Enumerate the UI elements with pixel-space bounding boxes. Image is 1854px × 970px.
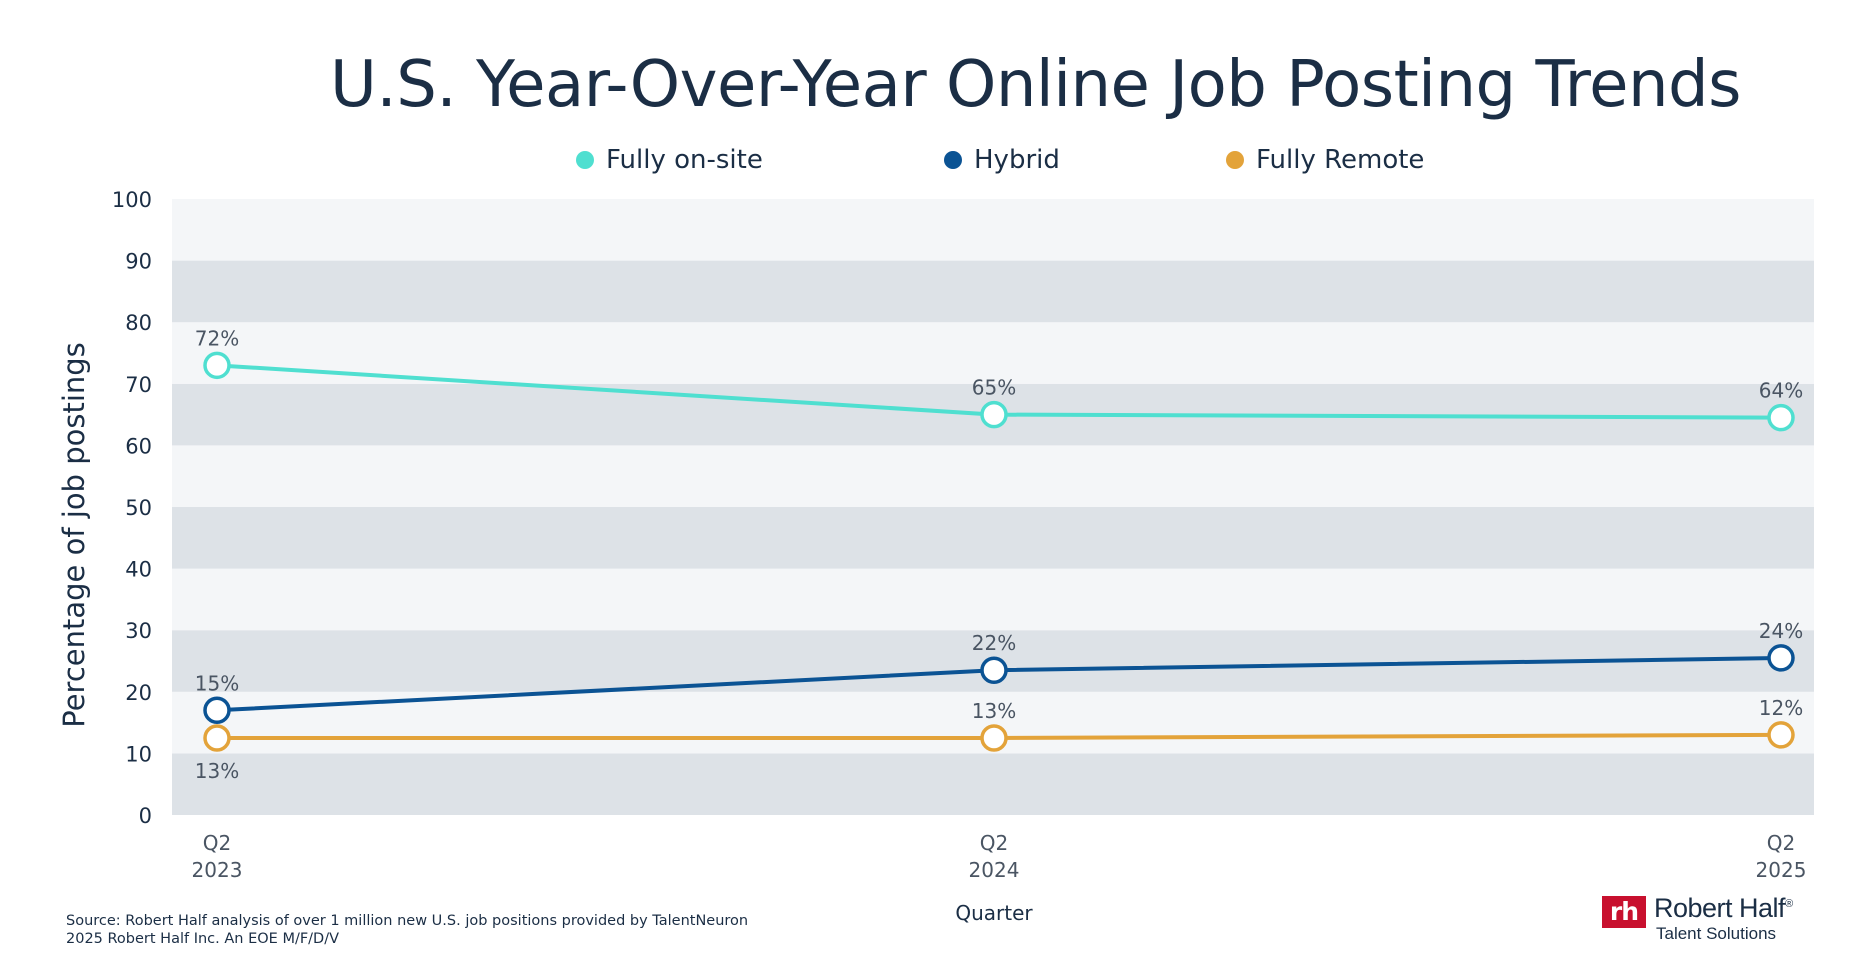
data-point <box>203 696 231 725</box>
data-label: 15% <box>195 671 239 695</box>
data-point <box>980 656 1008 684</box>
data-label: 72% <box>195 326 239 350</box>
data-point <box>1767 403 1795 432</box>
registered-mark: ® <box>1785 898 1793 910</box>
data-label: 22% <box>972 631 1016 655</box>
chart-legend: Fully on-site Hybrid Fully Remote <box>0 145 1854 181</box>
x-tick-label-line: Q2 <box>980 831 1008 855</box>
y-tick-label: 20 <box>125 681 152 705</box>
x-axis-label: Quarter <box>955 901 1033 925</box>
y-tick-label: 50 <box>125 496 152 520</box>
legend-swatch-fully-remote <box>1226 151 1244 169</box>
y-tick-label: 90 <box>125 250 152 274</box>
legend-swatch-fully-on-site <box>576 151 594 169</box>
grid-band <box>172 260 1814 323</box>
x-tick-label-line: Q2 <box>1767 831 1795 855</box>
x-tick-label: Q2 2025 <box>1756 831 1807 882</box>
data-point <box>1767 644 1795 672</box>
grid-band <box>172 322 1814 384</box>
brand-name: Robert Half® <box>1654 893 1793 924</box>
grid-band <box>172 507 1814 569</box>
data-label: 64% <box>1759 379 1803 403</box>
brand-subtitle: Talent Solutions <box>1656 924 1777 943</box>
y-tick-label: 0 <box>139 804 152 828</box>
y-tick-label: 10 <box>125 742 152 766</box>
source-text: Source: Robert Half analysis of over 1 m… <box>66 913 749 929</box>
legend-item-hybrid: Hybrid <box>944 145 1060 175</box>
y-tick-label: 40 <box>125 558 152 582</box>
y-tick-label: 100 <box>112 188 152 212</box>
legend-item-fully-on-site: Fully on-site <box>576 145 763 175</box>
x-tick-label-line: 2024 <box>969 858 1020 882</box>
legend-label-fully-remote: Fully Remote <box>1256 145 1425 175</box>
y-tick-label: 30 <box>125 619 152 643</box>
x-tick-label: Q2 2024 <box>969 831 1020 882</box>
legend-label-hybrid: Hybrid <box>974 145 1060 175</box>
x-tick-label-line: 2025 <box>1756 858 1807 882</box>
data-label: 13% <box>195 759 239 783</box>
legend-item-fully-remote: Fully Remote <box>1226 145 1424 175</box>
data-point <box>1767 721 1795 749</box>
robert-half-logo: rh Robert Half® Talent Solutions <box>1602 893 1822 946</box>
data-label: 12% <box>1759 696 1803 720</box>
x-tick-label: Q2 2023 <box>192 831 243 882</box>
y-tick-label: 60 <box>125 434 152 458</box>
data-point <box>980 400 1008 429</box>
data-point <box>980 724 1008 752</box>
y-tick-label: 80 <box>125 311 152 335</box>
data-label: 13% <box>972 699 1016 723</box>
data-label: 24% <box>1759 619 1803 643</box>
x-tick-label-line: 2023 <box>192 858 243 882</box>
brand-name-text: Robert Half <box>1654 893 1786 923</box>
data-label: 65% <box>972 376 1016 400</box>
grid-band <box>172 199 1814 261</box>
data-point <box>203 351 231 380</box>
grid-band <box>172 753 1814 815</box>
chart-title: U.S. Year-Over-Year Online Job Posting T… <box>330 48 1741 122</box>
data-point <box>203 724 231 752</box>
copyright-text: 2025 Robert Half Inc. An EOE M/F/D/V <box>66 931 340 947</box>
legend-label-fully-on-site: Fully on-site <box>606 145 763 175</box>
grid-band <box>172 568 1814 631</box>
y-tick-label: 70 <box>125 373 152 397</box>
x-tick-label-line: Q2 <box>203 831 231 855</box>
legend-swatch-hybrid <box>944 151 962 169</box>
y-axis-label: Percentage of job postings <box>57 342 91 728</box>
source-note: Source: Robert Half analysis of over 1 m… <box>66 912 748 948</box>
rh-logo-mark: rh <box>1602 896 1646 928</box>
grid-band <box>172 445 1814 507</box>
